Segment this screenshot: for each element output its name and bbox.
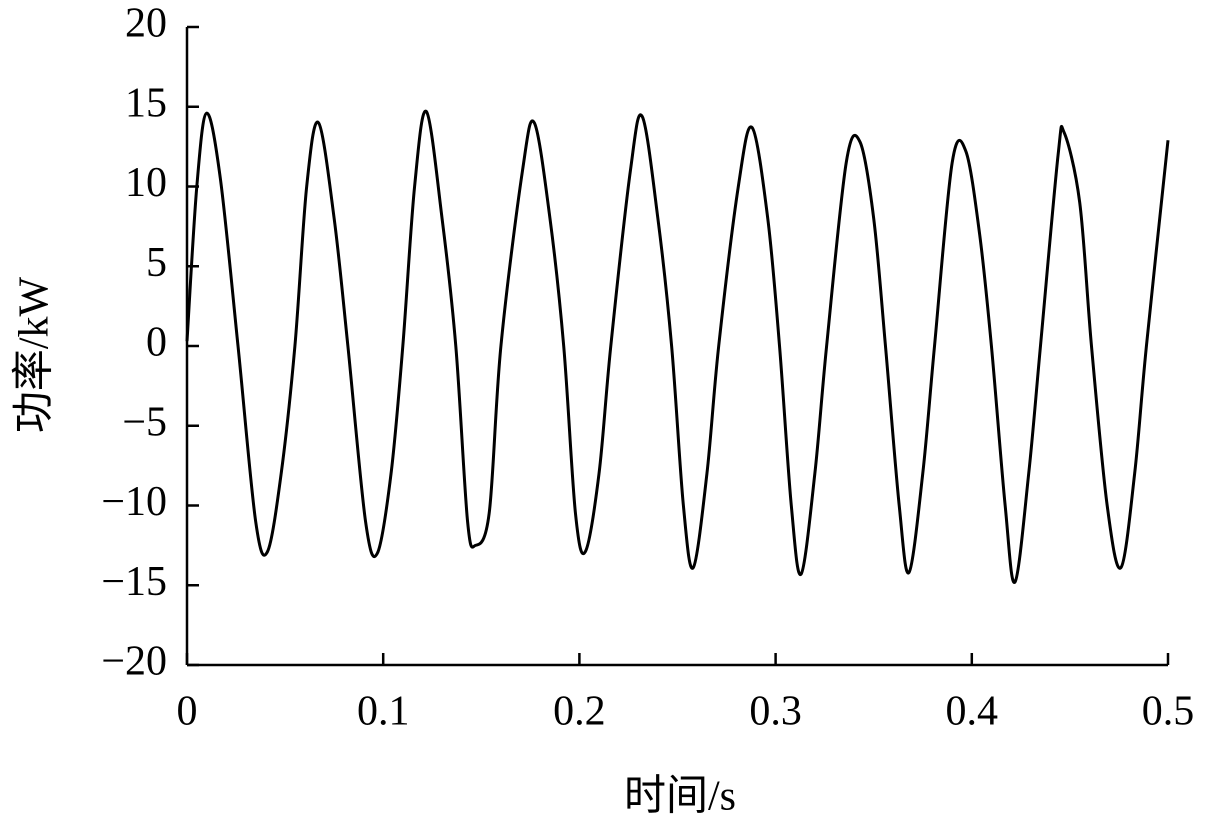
y-tick-label: 5 <box>146 240 167 286</box>
x-tick-label: 0.3 <box>749 689 802 735</box>
y-tick-label: 0 <box>146 320 167 366</box>
y-tick-label: −20 <box>101 639 167 685</box>
x-tick-label: 0.5 <box>1142 689 1195 735</box>
y-tick-label: −5 <box>122 399 167 445</box>
x-axis-label: 时间/s <box>624 774 736 820</box>
data-line <box>185 109 1170 584</box>
x-tick-label: 0.2 <box>553 689 606 735</box>
x-tick-label: 0.1 <box>357 689 410 735</box>
y-tick-label: 20 <box>125 1 167 47</box>
x-tick-label: 0.4 <box>946 689 999 735</box>
y-tick-label: −10 <box>101 479 167 525</box>
y-tick-label: 15 <box>125 80 167 126</box>
y-tick-label: −15 <box>101 559 167 605</box>
x-tick-label: 0 <box>177 689 198 735</box>
y-axis-label: 功率/kW <box>11 276 58 433</box>
y-tick-label: 10 <box>125 160 167 206</box>
